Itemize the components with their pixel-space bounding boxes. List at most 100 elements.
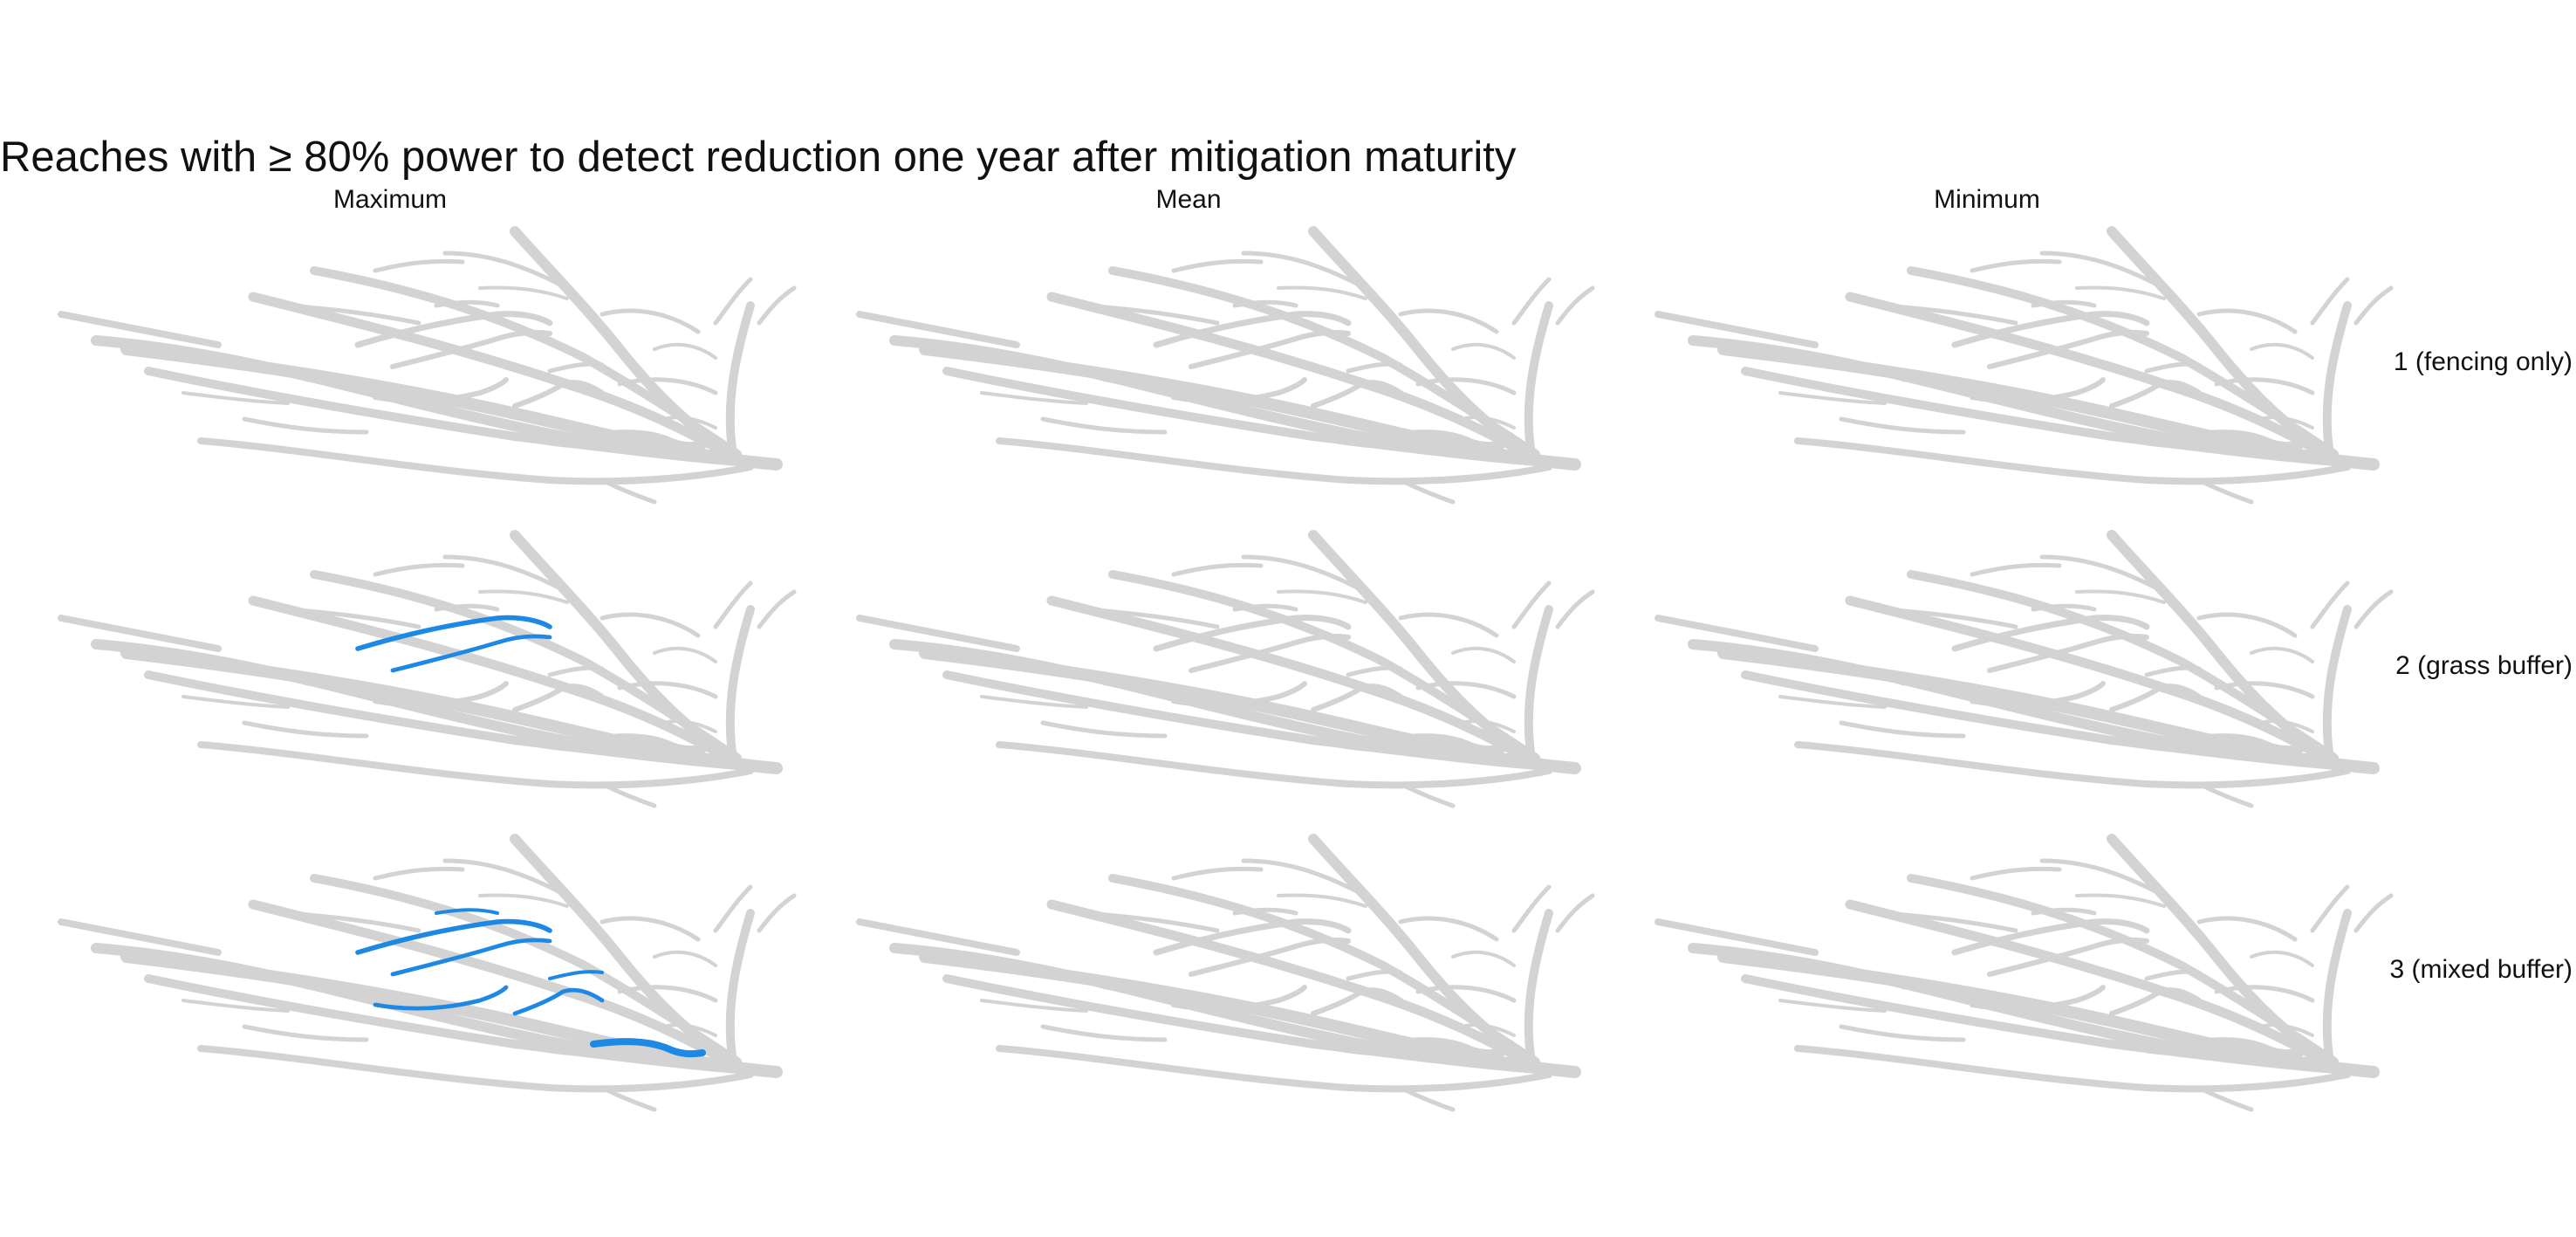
river-reach <box>2258 719 2314 733</box>
river-reach <box>1460 1023 1516 1037</box>
river-reach <box>1907 874 2339 1066</box>
river-reach <box>1970 866 2062 881</box>
map-panel-grass-buffer-maximum <box>26 522 797 810</box>
river-reach <box>2186 733 2304 755</box>
river-reach <box>1451 950 1516 967</box>
river-reach <box>197 437 754 485</box>
river-reach <box>1189 329 1351 369</box>
river-reach <box>1084 911 1220 933</box>
river-reach <box>442 858 561 894</box>
river-reach <box>856 918 1020 956</box>
map-panel-grass-buffer-minimum <box>1623 522 2394 810</box>
river-reach <box>512 380 605 409</box>
river-reach <box>2250 646 2314 663</box>
map-panel-fencing-only-minimum <box>1623 218 2394 506</box>
river-reach <box>1311 380 1403 409</box>
river-reach <box>1839 720 1966 739</box>
river-reach <box>2110 435 2192 449</box>
river-reach <box>1524 909 1553 1066</box>
row-label-fencing-only: 1 (fencing only) <box>2393 347 2573 376</box>
river-reach <box>1398 308 1499 334</box>
river-reach <box>1555 589 1595 629</box>
river-reach <box>2144 969 2202 981</box>
detected-reach <box>435 908 499 915</box>
river-reach <box>661 416 717 430</box>
river-reach <box>1845 292 2326 457</box>
river-reach <box>1882 303 2018 326</box>
river-reach <box>1555 285 1595 326</box>
river-reach <box>1102 682 1193 691</box>
river-reach <box>2075 893 2166 908</box>
river-reach <box>2353 285 2394 326</box>
river-reach <box>1108 266 1540 458</box>
river-reach <box>1311 684 1403 712</box>
river-reach <box>1741 974 2352 1075</box>
river-reach <box>547 665 605 677</box>
column-label-mean: Mean <box>1155 185 1222 214</box>
river-reach <box>1451 646 1516 663</box>
river-reach <box>2310 581 2350 629</box>
column-label-maximum: Maximum <box>332 185 448 214</box>
river-reach <box>1460 416 1516 430</box>
river-reach <box>478 285 569 300</box>
river-reach <box>1970 562 2062 577</box>
row-label-grass-buffer: 2 (grass buffer) <box>2395 651 2573 680</box>
river-reach <box>599 1085 657 1112</box>
river-reach <box>2196 916 2298 942</box>
river-reach <box>1845 899 2326 1065</box>
river-reach <box>2039 554 2158 590</box>
river-reach <box>713 277 753 326</box>
river-reach <box>1232 299 1298 308</box>
river-reach <box>248 899 730 1065</box>
river-reach <box>1171 681 1307 708</box>
river-reach <box>1189 633 1351 673</box>
map-panel-mixed-buffer-mean <box>825 826 1595 1114</box>
river-reach <box>599 612 701 638</box>
river-reach <box>373 681 509 708</box>
river-reach <box>1845 595 2326 761</box>
river-reach <box>1046 595 1528 761</box>
river-reach <box>242 720 369 739</box>
river-reach <box>1901 986 1991 995</box>
river-reach <box>304 378 394 388</box>
river-network-map <box>856 530 1595 808</box>
river-network-map <box>856 834 1595 1112</box>
river-reach <box>478 893 569 908</box>
river-network-map <box>856 226 1595 505</box>
map-panel-fencing-only-mean <box>825 218 1595 506</box>
river-reach <box>1398 612 1499 638</box>
river-reach <box>2039 251 2158 286</box>
river-reach <box>58 311 222 348</box>
river-reach <box>1882 607 2018 629</box>
river-reach <box>1970 258 2062 273</box>
river-reach <box>1102 378 1193 388</box>
river-reach <box>434 299 500 308</box>
detected-reach <box>590 1038 706 1058</box>
river-reach <box>1907 570 2339 762</box>
river-reach <box>1398 478 1456 505</box>
river-reach <box>144 367 755 467</box>
detected-reach <box>548 970 604 980</box>
river-reach <box>1189 937 1351 977</box>
river-reach <box>1171 377 1307 404</box>
river-reach <box>310 266 742 458</box>
detected-reach <box>373 985 509 1011</box>
river-reach <box>942 367 1553 467</box>
river-reach <box>373 377 509 404</box>
river-reach <box>1277 589 1367 604</box>
river-reach <box>1171 866 1264 881</box>
river-reach <box>2196 781 2254 808</box>
river-reach <box>2186 430 2304 451</box>
river-reach <box>513 739 595 753</box>
river-reach <box>1153 918 1352 956</box>
river-reach <box>2196 1085 2254 1112</box>
river-reach <box>2353 893 2394 933</box>
river-reach <box>2353 589 2394 629</box>
river-reach <box>1741 367 2352 467</box>
river-reach <box>1987 937 2149 977</box>
river-reach <box>144 670 755 771</box>
river-reach <box>1907 266 2339 458</box>
river-reach <box>725 605 755 762</box>
river-reach <box>1415 985 1517 1003</box>
river-reach <box>1511 884 1552 933</box>
